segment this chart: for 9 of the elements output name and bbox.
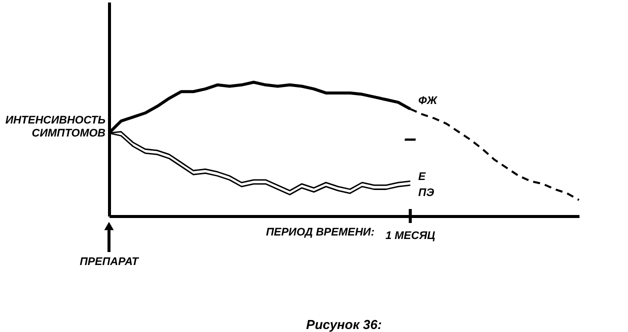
x-axis-title: ПЕРИОД ВРЕМЕНИ: xyxy=(266,226,375,238)
series-label: ФЖ xyxy=(418,95,438,107)
annotation: – xyxy=(404,125,416,150)
y-axis-title: ИНТЕНСИВНОСТЬ СИМПТОМОВ xyxy=(5,114,106,140)
text: 1 МЕСЯЦ xyxy=(385,230,436,242)
series-label: ПЭ xyxy=(418,187,434,200)
text: Рисунок 36: xyxy=(306,317,382,332)
text: ПРЕПАРАТ xyxy=(80,256,140,268)
series-label: Е xyxy=(418,171,426,184)
